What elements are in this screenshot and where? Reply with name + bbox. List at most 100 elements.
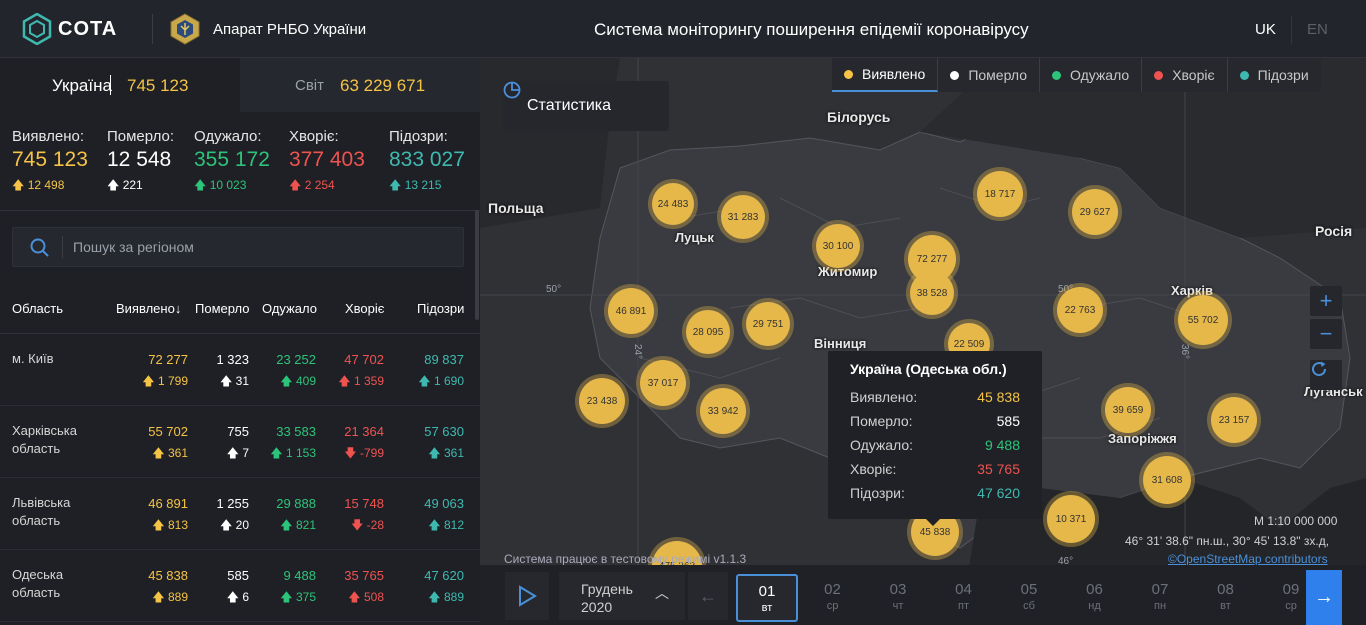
- map-cluster[interactable]: 30 100: [816, 224, 860, 268]
- table-row[interactable]: Харківська область 55 702 🡅 361 755 🡅 7 33 58…: [0, 406, 480, 478]
- table-row[interactable]: Львівська область 46 891 🡅 813 1 255 🡅 20 29 …: [0, 478, 480, 550]
- tooltip-value: 47 620: [977, 485, 1020, 501]
- map-cluster[interactable]: 22 763: [1057, 287, 1103, 333]
- panel-scrollbar[interactable]: [475, 210, 479, 320]
- arrow-up-icon: 🡅: [270, 446, 286, 460]
- col-recovered[interactable]: Одужало: [262, 301, 317, 316]
- map-cluster[interactable]: 10 371: [1047, 495, 1095, 543]
- col-suspected[interactable]: Підозри: [417, 301, 465, 316]
- stat-value: 377 403: [289, 148, 365, 171]
- play-icon: [519, 585, 537, 607]
- cell-delta-value: 7: [242, 446, 249, 460]
- map[interactable]: Виявлено Померло Одужало Хворіє Підозри …: [480, 58, 1366, 625]
- statistics-button[interactable]: Статистика: [503, 81, 669, 131]
- day-button[interactable]: 09 ср: [1260, 574, 1322, 622]
- cell-value: 47 620: [424, 568, 464, 583]
- osm-attribution-link[interactable]: ©OpenStreetMap contributors: [1168, 552, 1328, 566]
- city-label-zaporizhzhia: Запоріжжя: [1108, 431, 1177, 446]
- map-cluster[interactable]: 31 608: [1143, 456, 1191, 504]
- table-row[interactable]: м. Київ 72 277 🡅 1 799 1 323 🡅 31 23 252 🡅 409…: [0, 334, 480, 406]
- tab-ukraine[interactable]: Україна 745 123: [0, 58, 240, 112]
- legend-suspected[interactable]: Підозри: [1228, 58, 1321, 92]
- day-button[interactable]: 07 пн: [1129, 574, 1191, 622]
- arrow-down-icon: 🡇: [344, 446, 360, 460]
- cell-value: 49 063: [424, 496, 464, 511]
- day-number: 03: [889, 581, 907, 598]
- search-icon[interactable]: [30, 238, 50, 258]
- map-cluster[interactable]: 38 528: [910, 271, 954, 315]
- arrow-up-icon: 🡅: [107, 178, 120, 192]
- map-cluster[interactable]: 28 095: [686, 310, 730, 354]
- cell-delta: 🡇 -799: [344, 444, 384, 465]
- day-button[interactable]: 05 сб: [998, 574, 1060, 622]
- lang-en-button[interactable]: EN: [1307, 21, 1328, 38]
- app-title: Система моніторингу поширення епідемії к…: [594, 20, 1029, 39]
- day-weekday: нд: [1088, 600, 1101, 612]
- cell-delta-value: 361: [443, 446, 464, 460]
- stat-delta-value: 2 254: [304, 178, 335, 192]
- map-cluster[interactable]: 23 157: [1211, 397, 1257, 443]
- prev-day-button[interactable]: ←: [688, 572, 728, 620]
- arrow-up-icon: 🡅: [226, 590, 243, 604]
- map-cluster[interactable]: 55 702: [1178, 295, 1228, 345]
- map-cluster[interactable]: 24 483: [652, 183, 694, 225]
- cota-logo[interactable]: COTA: [22, 13, 117, 45]
- zoom-in-button[interactable]: +: [1310, 286, 1342, 316]
- map-cluster[interactable]: 46 891: [608, 288, 654, 334]
- day-button[interactable]: 06 нд: [1064, 574, 1126, 622]
- map-cluster[interactable]: 18 717: [977, 171, 1023, 217]
- month-label: Грудень: [581, 581, 633, 597]
- zoom-out-button[interactable]: −: [1310, 319, 1342, 349]
- region-name: Одеська область: [12, 567, 64, 600]
- map-cluster[interactable]: 39 659: [1105, 387, 1151, 433]
- day-button[interactable]: 08 вт: [1195, 574, 1257, 622]
- map-cluster[interactable]: 29 751: [746, 302, 790, 346]
- stat-value: 833 027: [389, 148, 465, 171]
- lang-uk-button[interactable]: UK: [1255, 21, 1276, 38]
- dot-icon: [950, 70, 960, 80]
- legend-confirmed[interactable]: Виявлено: [832, 58, 939, 92]
- legend-deaths[interactable]: Померло: [938, 58, 1041, 92]
- col-confirmed[interactable]: Виявлено↓: [116, 301, 181, 316]
- arrow-up-icon: 🡅: [226, 446, 243, 460]
- day-button[interactable]: 03 чт: [867, 574, 929, 622]
- arrow-up-icon: 🡅: [348, 590, 364, 604]
- search-input[interactable]: [73, 228, 453, 266]
- cell-delta: 🡅 361: [428, 444, 464, 465]
- next-day-button[interactable]: →: [1306, 570, 1342, 625]
- cell-delta-value: 1 153: [285, 446, 316, 460]
- legend-recovered[interactable]: Одужало: [1040, 58, 1143, 92]
- cell-delta: 🡅 1 359: [338, 372, 384, 393]
- tab-world[interactable]: Світ 63 229 671: [240, 58, 480, 112]
- day-button[interactable]: 02 ср: [802, 574, 864, 622]
- cell-delta: 🡅 1 799: [142, 372, 188, 393]
- tab-ukraine-value: 745 123: [127, 76, 189, 95]
- legend-active[interactable]: Хворіє: [1142, 58, 1228, 92]
- country-label-poland: Польща: [488, 200, 544, 216]
- col-deaths[interactable]: Померло: [195, 301, 250, 316]
- tooltip-row: Підозри: 47 620: [850, 481, 1020, 505]
- map-cluster[interactable]: 29 627: [1072, 189, 1118, 235]
- cell-value: 23 252: [276, 352, 316, 367]
- col-confirmed-label: Виявлено: [116, 301, 175, 316]
- pie-chart-icon: [503, 81, 521, 99]
- cell-delta-value: -28: [366, 518, 384, 532]
- month-selector[interactable]: Грудень 2020 ︿: [559, 572, 685, 620]
- reset-view-button[interactable]: [1310, 360, 1342, 390]
- arrow-right-icon: →: [1314, 586, 1334, 608]
- map-cluster[interactable]: 33 942: [700, 388, 746, 434]
- day-button[interactable]: 01 вт: [736, 574, 798, 622]
- tooltip-value: 9 488: [984, 437, 1020, 453]
- col-active[interactable]: Хворіє: [345, 301, 385, 316]
- arrow-up-icon: 🡅: [418, 374, 434, 388]
- day-button[interactable]: 04 пт: [933, 574, 995, 622]
- grid-label: 50°: [546, 284, 562, 295]
- cell-delta-value: 889: [167, 590, 188, 604]
- map-cluster[interactable]: 31 283: [721, 195, 765, 239]
- table-row[interactable]: Одеська область 45 838 🡅 889 585 🡅 6 9 488 🡅 3…: [0, 550, 480, 622]
- col-region[interactable]: Область: [12, 301, 64, 316]
- map-cluster[interactable]: 37 017: [640, 360, 686, 406]
- chevron-up-icon: ︿: [655, 585, 669, 601]
- map-cluster[interactable]: 23 438: [579, 378, 625, 424]
- play-button[interactable]: [505, 572, 549, 620]
